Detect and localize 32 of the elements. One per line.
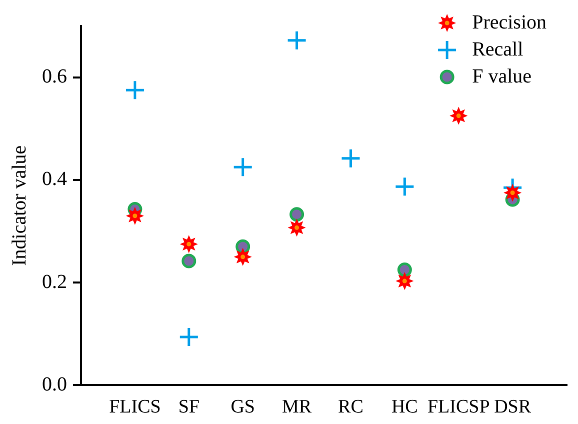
point — [504, 184, 522, 202]
x-tick-label: RC — [338, 396, 364, 418]
point — [396, 272, 414, 290]
point — [126, 206, 144, 225]
legend-label: Precision — [472, 11, 547, 34]
x-tick-label: DSR — [494, 396, 532, 418]
x-tick-label: HC — [391, 396, 418, 418]
x-tick-label: FLICS — [109, 396, 161, 418]
legend-label: F value — [472, 65, 532, 88]
point — [394, 176, 415, 197]
point — [124, 80, 146, 100]
y-tick-label: 0.0 — [42, 373, 67, 396]
legend-label: Recall — [472, 38, 524, 60]
point — [290, 207, 304, 222]
point — [232, 156, 254, 178]
point — [286, 30, 308, 51]
point — [397, 262, 412, 277]
y-tick-label: 0.2 — [42, 270, 67, 293]
x-tick-label: FLICSP — [427, 396, 490, 418]
point — [288, 218, 306, 237]
y-axis-title: Indicator value — [8, 145, 30, 266]
y-tick-label: 0.4 — [42, 168, 67, 190]
point — [180, 235, 198, 254]
x-tick-label: MR — [282, 396, 312, 418]
point — [450, 106, 468, 125]
point — [182, 254, 196, 268]
x-tick-label: SF — [178, 396, 200, 418]
point — [340, 148, 361, 169]
point — [234, 248, 252, 266]
x-tick-label: GS — [230, 396, 255, 418]
y-tick-label: 0.6 — [42, 66, 67, 88]
point — [178, 326, 200, 348]
